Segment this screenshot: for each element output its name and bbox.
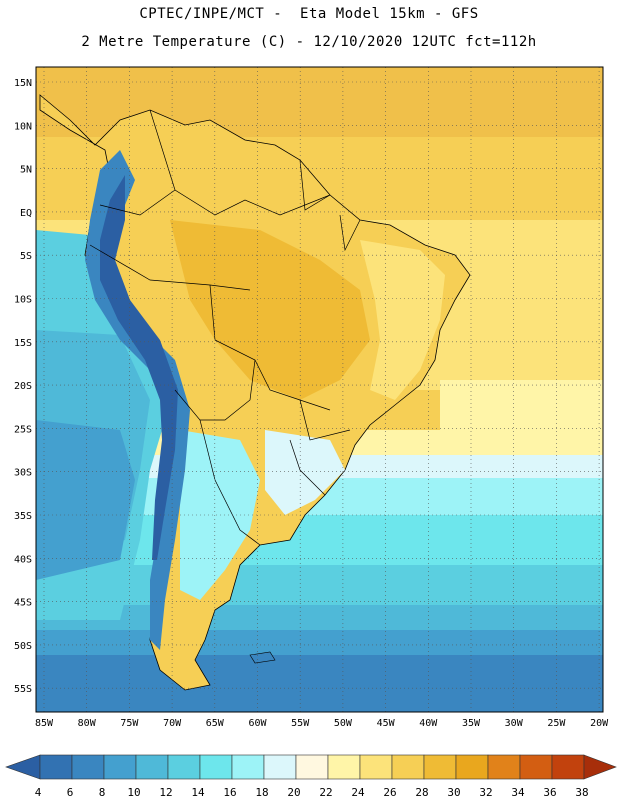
colorbar-swatch: [487, 754, 521, 780]
colorbar-min-arrow: [5, 754, 41, 780]
lat-label-eq: EQ: [20, 208, 32, 219]
falkland-islands: [249, 651, 276, 664]
colorbar-label: 8: [99, 786, 106, 799]
field-band-8: [36, 655, 603, 712]
lat-label-10s: 10S: [14, 295, 32, 306]
lat-label-15s: 15S: [14, 338, 32, 349]
lon-label-65w: 65W: [206, 718, 225, 729]
colorbar-label: 24: [351, 786, 365, 799]
lat-label-20s: 20S: [14, 381, 32, 392]
longitude-labels: 85W 80W 75W 70W 65W 60W 55W 50W 45W 40W 35W 30W 25W 2…: [35, 718, 609, 729]
field-andes-coldest: [100, 175, 178, 560]
colorbar-label: 32: [479, 786, 492, 799]
map-title-line-2: 2 Metre Temperature (C) - 12/10/2020 12U…: [81, 34, 537, 50]
colorbar-label: 10: [127, 786, 140, 799]
lat-label-55s: 55S: [14, 684, 32, 695]
lat-label-50s: 50S: [14, 641, 32, 652]
colorbar-label: 28: [415, 786, 428, 799]
colorbar-label: 4: [35, 786, 42, 799]
colorbar-label: 18: [255, 786, 268, 799]
colorbar-label: 36: [543, 786, 556, 799]
colorbar: 4 6 8 10 12 14 16 18 20 22 24 26 28 30 32 34 36 38: [5, 754, 617, 799]
lon-label-60w: 60W: [248, 718, 267, 729]
lat-label-35s: 35S: [14, 511, 32, 522]
lon-label-70w: 70W: [163, 718, 182, 729]
colorbar-swatch: [103, 754, 137, 780]
lon-label-25w: 25W: [547, 718, 566, 729]
lon-label-85w: 85W: [35, 718, 54, 729]
lon-label-50w: 50W: [334, 718, 353, 729]
lat-label-25s: 25S: [14, 424, 32, 435]
colorbar-swatch: [263, 754, 297, 780]
lat-label-40s: 40S: [14, 554, 32, 565]
colorbar-label: 26: [383, 786, 396, 799]
colorbar-swatch: [391, 754, 425, 780]
lat-label-30s: 30S: [14, 468, 32, 479]
colorbar-swatch: [327, 754, 361, 780]
colorbar-label: 16: [223, 786, 236, 799]
map-frame: [35, 66, 604, 713]
colorbar-swatch: [359, 754, 393, 780]
lon-label-75w: 75W: [120, 718, 139, 729]
lon-label-80w: 80W: [78, 718, 97, 729]
colorbar-swatch: [455, 754, 489, 780]
lon-label-30w: 30W: [505, 718, 524, 729]
map-title-line-1: CPTEC/INPE/MCT - Eta Model 15km - GFS: [139, 6, 479, 22]
lat-lon-grid: [36, 67, 603, 712]
temperature-field: [36, 67, 603, 712]
field-interior-hot: [170, 220, 370, 400]
field-pacific-coldest: [36, 420, 135, 580]
colorbar-swatch: [551, 754, 585, 780]
field-south-cool: [265, 430, 345, 515]
lat-label-5n: 5N: [20, 165, 32, 176]
colorbar-swatch: [295, 754, 329, 780]
colorbar-swatch: [231, 754, 265, 780]
colorbar-label: 6: [67, 786, 74, 799]
colorbar-label: 14: [191, 786, 205, 799]
lon-label-35w: 35W: [462, 718, 481, 729]
lon-label-45w: 45W: [377, 718, 396, 729]
colorbar-label: 34: [511, 786, 525, 799]
lat-label-15n: 15N: [14, 78, 32, 89]
lat-label-45s: 45S: [14, 598, 32, 609]
colorbar-label: 30: [447, 786, 460, 799]
colorbar-swatch: [167, 754, 201, 780]
lat-label-10n: 10N: [14, 121, 32, 132]
colorbar-label: 38: [575, 786, 588, 799]
colorbar-swatch: [199, 754, 233, 780]
colorbar-swatch: [71, 754, 105, 780]
colorbar-label: 12: [159, 786, 172, 799]
colorbar-swatch: [135, 754, 169, 780]
lon-label-20w: 20W: [590, 718, 609, 729]
colorbar-max-arrow: [583, 754, 617, 780]
lon-label-55w: 55W: [291, 718, 310, 729]
colorbar-swatch: [519, 754, 553, 780]
colorbar-label: 20: [287, 786, 300, 799]
lat-label-5s: 5S: [20, 251, 32, 262]
field-east-brazil: [360, 240, 445, 400]
latitude-labels: 15N 10N 5N EQ 5S 10S 15S 20S 25S 30S 35S 40S 45S 50S 5…: [14, 78, 32, 695]
colorbar-label: 22: [319, 786, 332, 799]
colorbar-swatch: [39, 754, 73, 780]
lon-label-40w: 40W: [419, 718, 438, 729]
colorbar-swatch: [423, 754, 457, 780]
